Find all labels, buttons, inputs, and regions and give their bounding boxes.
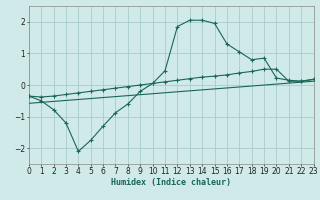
X-axis label: Humidex (Indice chaleur): Humidex (Indice chaleur) [111, 178, 231, 187]
